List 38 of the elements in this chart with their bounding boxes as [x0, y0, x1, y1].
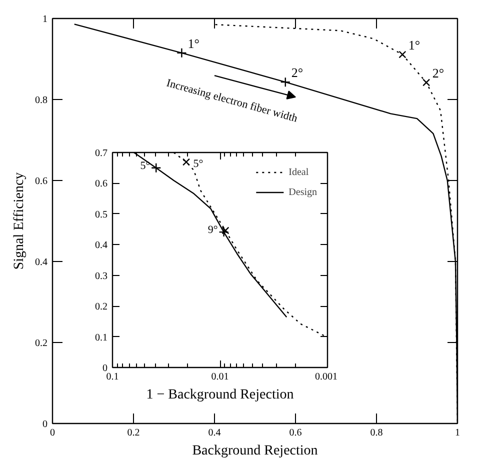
y-tick-label: 0.3 — [95, 270, 108, 282]
y-tick-label: 0.4 — [95, 240, 108, 252]
annotation: 5° — [193, 158, 204, 170]
y-tick-label: 0.6 — [35, 176, 48, 187]
x-axis-title: Background Rejection — [192, 444, 318, 458]
y-tick-label: 0.7 — [95, 148, 108, 159]
x-tick-label: 0.1 — [106, 372, 119, 382]
y-tick-label: 0.8 — [35, 95, 48, 106]
x-tick-label: 0.6 — [289, 428, 302, 438]
x-tick-label: 0.01 — [211, 372, 229, 382]
y-tick-label: 0.4 — [35, 257, 48, 268]
point — [280, 76, 290, 88]
point — [398, 50, 406, 58]
annotation: 1° — [408, 38, 420, 53]
x-axis-title: 1 − Background Rejection — [146, 388, 294, 402]
legend-label: Design — [288, 186, 317, 198]
annotation: 2° — [291, 65, 304, 80]
legend-label: Ideal — [288, 166, 309, 178]
annotation: 1° — [188, 36, 200, 51]
x-tick-label: 0 — [50, 428, 55, 438]
y-tick-label: 0.2 — [95, 302, 108, 313]
point — [422, 78, 430, 86]
annotation: 9° — [208, 224, 218, 236]
x-tick-label: 0.2 — [127, 428, 140, 438]
x-tick-label: 0.8 — [370, 428, 383, 438]
y-tick-label: 0.2 — [35, 338, 48, 349]
x-tick-label: 0.001 — [315, 372, 338, 382]
x-tick-label: 0.4 — [208, 428, 221, 438]
annotation: 2° — [432, 65, 444, 80]
point — [176, 48, 187, 58]
y-tick-label: 1 — [42, 14, 48, 25]
y-tick-label: 0.1 — [95, 332, 108, 344]
y-tick-label: 0 — [42, 419, 48, 430]
y-axis-title: Signal Efficiency — [12, 172, 27, 270]
y-tick-label: 0.5 — [95, 209, 108, 220]
y-tick-label: 0 — [102, 363, 108, 374]
x-tick-label: 1 — [455, 428, 460, 438]
y-tick-label: 0.6 — [95, 178, 108, 190]
